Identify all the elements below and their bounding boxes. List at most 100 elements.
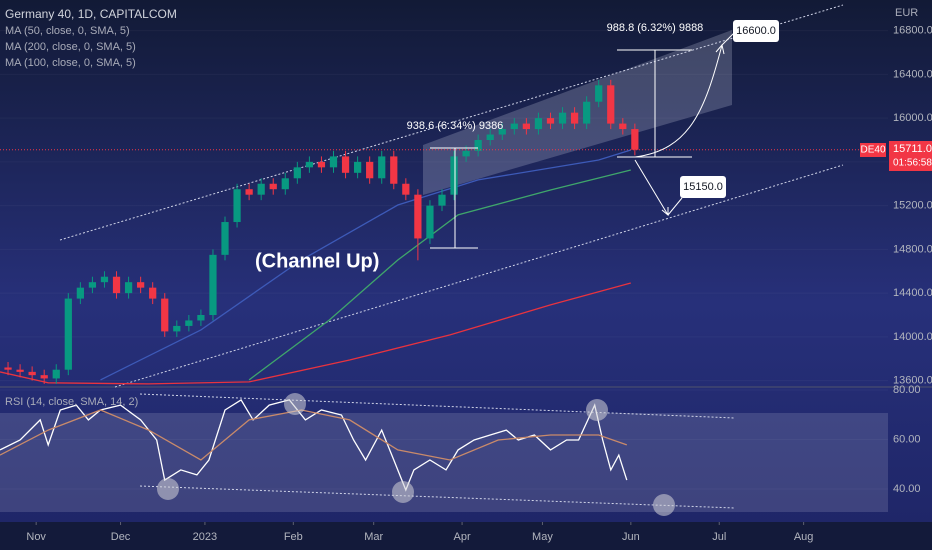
candle-body	[52, 369, 60, 379]
indicator-label: MA (50, close, 0, SMA, 5)	[5, 25, 130, 37]
measures	[430, 31, 736, 249]
candle-body	[558, 112, 567, 124]
indicator-label: MA (100, close, 0, SMA, 5)	[5, 57, 136, 69]
x-tick-label: Dec	[111, 531, 131, 543]
candle-body	[534, 118, 543, 130]
indicator-label: RSI (14, close, SMA, 14, 2)	[5, 396, 138, 408]
chart-title: Germany 40, 1D, CAPITALCOM	[5, 7, 177, 21]
y-tick-label: 80.00	[893, 384, 921, 396]
y-tick-label: 60.00	[893, 433, 921, 445]
y-tick-label: 14800.0	[893, 243, 932, 255]
candle-body	[402, 183, 410, 195]
candle-body	[233, 189, 241, 223]
candle-body	[112, 276, 121, 294]
rsi-channel-top	[139, 393, 736, 419]
candle-body	[619, 123, 627, 130]
candle-body	[16, 369, 24, 372]
highlight	[392, 481, 414, 503]
candle-body	[257, 183, 265, 195]
candle-body	[197, 315, 205, 321]
candle-body	[28, 371, 36, 376]
channel-bottom	[114, 164, 844, 388]
line-series	[0, 398, 628, 492]
leader	[667, 197, 683, 216]
candle-body	[329, 156, 338, 168]
candle-body	[76, 287, 84, 299]
x-tick-label: Nov	[26, 531, 46, 543]
target-label: 16600.0	[736, 25, 776, 37]
x-tick-label: May	[532, 531, 553, 543]
axis-unit: EUR	[895, 7, 918, 19]
candle-body	[390, 156, 398, 184]
price-box	[889, 141, 932, 171]
measure-label: 988.8 (6.32%) 9888	[607, 22, 704, 34]
candle-body	[607, 85, 615, 124]
channel-top	[59, 4, 844, 241]
candle-body	[522, 123, 530, 130]
target-box	[733, 20, 779, 42]
y-tick-label: 16400.0	[893, 68, 932, 80]
candle-body	[161, 298, 169, 332]
y-tick-label: 13600.0	[893, 375, 932, 387]
candle-body	[631, 129, 639, 150]
candle-body	[595, 85, 603, 102]
candle-body	[438, 194, 446, 206]
leader	[721, 31, 736, 46]
y-tick-label: 16800.0	[893, 25, 932, 37]
rsi-highlights	[157, 393, 675, 516]
candle-body	[40, 375, 48, 379]
highlight	[157, 478, 179, 500]
indicator-label: MA (200, close, 0, SMA, 5)	[5, 41, 136, 53]
candle-body	[450, 156, 458, 195]
arrow-down	[634, 159, 669, 216]
candle-body	[378, 156, 386, 179]
price-label: 15711.0	[893, 143, 932, 155]
y-tick-label: 40.00	[893, 483, 921, 495]
candle-body	[269, 183, 277, 190]
candle-body	[124, 282, 133, 294]
symbol-label: DE40	[860, 145, 885, 156]
highlight	[284, 393, 306, 415]
candle-body	[64, 298, 72, 370]
candle-body	[88, 282, 97, 288]
time-axis-bg	[0, 522, 932, 550]
candle-body	[486, 134, 494, 140]
x-tick-label: Aug	[794, 531, 814, 543]
x-tick-label: Jun	[622, 531, 640, 543]
pattern-label: (Channel Up)	[255, 250, 379, 272]
x-tick-label: 2023	[193, 531, 217, 543]
candle-body	[583, 101, 591, 124]
candle-body	[510, 123, 518, 130]
candle-body	[546, 118, 555, 124]
candle-body	[185, 320, 193, 326]
candle-body	[149, 287, 157, 299]
candle-body	[341, 156, 350, 173]
x-tick-label: Mar	[364, 531, 383, 543]
measure-label: 938.6 (6.34%) 9386	[407, 120, 504, 132]
candle-body	[209, 254, 217, 315]
candle-body	[570, 112, 579, 124]
arrow-up	[634, 44, 723, 158]
countdown-label: 01:56:58	[893, 158, 932, 169]
candle-body	[414, 194, 422, 239]
candle-body	[137, 282, 145, 288]
candle-body	[474, 140, 482, 151]
y-tick-label: 15200.0	[893, 200, 932, 212]
highlight	[653, 494, 675, 516]
candle-body	[4, 367, 12, 370]
candle-body	[293, 167, 301, 179]
y-tick-label: 14000.0	[893, 331, 932, 343]
candle-body	[366, 161, 374, 179]
x-tick-label: Feb	[284, 531, 303, 543]
target-box	[680, 176, 726, 198]
line-series	[0, 282, 631, 385]
symbol-tag	[860, 143, 886, 157]
candle-body	[100, 276, 109, 283]
rsi-channel-bottom	[139, 485, 736, 509]
candle-body	[353, 161, 362, 173]
line-series	[100, 149, 631, 381]
x-tick-label: Apr	[454, 531, 471, 543]
y-tick-label: 14400.0	[893, 287, 932, 299]
